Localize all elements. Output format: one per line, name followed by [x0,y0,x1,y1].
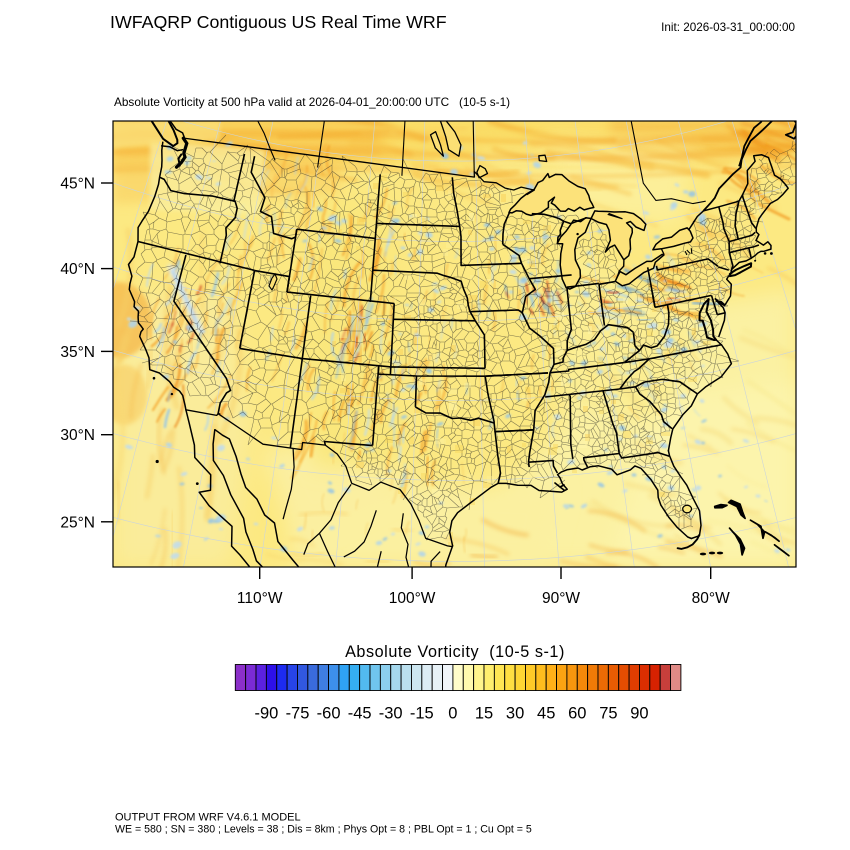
svg-text:110°W: 110°W [237,590,283,607]
svg-text:0: 0 [448,705,457,723]
svg-text:25°N: 25°N [60,514,95,531]
svg-text:OUTPUT FROM WRF V4.6.1 MODEL: OUTPUT FROM WRF V4.6.1 MODEL [115,812,301,824]
svg-text:Absolute Vorticity (10-5 s-1): Absolute Vorticity (10-5 s-1) [345,643,565,661]
svg-text:-75: -75 [286,705,310,723]
svg-text:60: 60 [568,705,586,723]
svg-text:90°W: 90°W [542,590,580,607]
svg-text:45: 45 [537,705,555,723]
svg-text:45°N: 45°N [60,176,95,193]
svg-text:-30: -30 [379,705,403,723]
svg-text:IWFAQRP Contiguous US Real Tim: IWFAQRP Contiguous US Real Time WRF [110,12,447,32]
svg-text:-15: -15 [410,705,434,723]
svg-text:-60: -60 [317,705,341,723]
svg-text:Init: 2026-03-31_00:00:00: Init: 2026-03-31_00:00:00 [661,21,795,34]
svg-text:15: 15 [475,705,493,723]
svg-text:WE = 580 ; SN = 380 ; Levels =: WE = 580 ; SN = 380 ; Levels = 38 ; Dis … [115,824,532,836]
svg-text:30°N: 30°N [60,427,95,444]
svg-text:90: 90 [630,705,648,723]
svg-text:Absolute Vorticity at 500 hPa: Absolute Vorticity at 500 hPa valid at 2… [114,95,510,109]
svg-text:-45: -45 [348,705,372,723]
svg-text:80°W: 80°W [692,590,730,607]
svg-text:35°N: 35°N [60,344,95,361]
svg-text:40°N: 40°N [60,261,95,278]
svg-text:-90: -90 [254,705,278,723]
svg-text:75: 75 [599,705,617,723]
svg-text:30: 30 [506,705,524,723]
svg-text:100°W: 100°W [389,590,436,607]
